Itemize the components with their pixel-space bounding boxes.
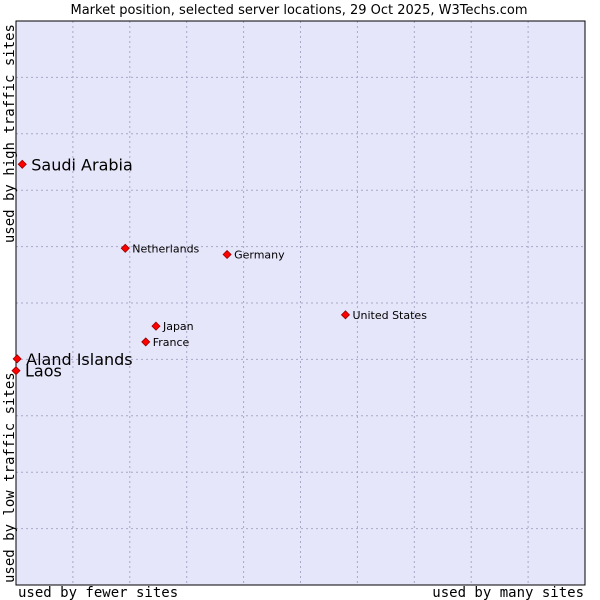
point-marker xyxy=(151,321,161,331)
point-label: Netherlands xyxy=(132,242,199,255)
x-axis-label-right: used by many sites xyxy=(432,585,584,600)
point-label: Aland Islands xyxy=(26,350,133,369)
point-marker xyxy=(141,337,151,347)
point-marker xyxy=(120,243,130,253)
data-points: Saudi Arabia Netherlands Germany United Sta… xyxy=(11,155,427,381)
chart-title: Market position, selected server locatio… xyxy=(70,3,527,18)
point-label: Saudi Arabia xyxy=(31,155,133,174)
point-saudi-arabia: Saudi Arabia xyxy=(17,155,133,174)
point-japan: Japan xyxy=(151,320,194,333)
point-germany: Germany xyxy=(222,248,285,261)
point-netherlands: Netherlands xyxy=(120,242,200,255)
point-laos: Laos xyxy=(11,362,62,381)
grid-lines xyxy=(16,21,585,585)
point-marker xyxy=(222,249,232,260)
point-marker xyxy=(12,354,22,364)
plot-border xyxy=(15,20,586,586)
x-axis-label-left: used by fewer sites xyxy=(18,585,178,600)
y-axis-label-top: used by high traffic sites xyxy=(2,24,18,243)
point-united-states: United States xyxy=(340,309,427,322)
point-marker xyxy=(17,159,27,169)
y-axis-label-bottom: used by low traffic sites xyxy=(2,372,18,583)
point-label: Laos xyxy=(25,362,62,381)
point-marker xyxy=(11,366,21,376)
point-marker xyxy=(340,310,351,320)
point-label: Germany xyxy=(234,248,285,261)
point-label: France xyxy=(153,336,190,349)
point-aland-islands: Aland Islands xyxy=(12,350,133,369)
point-label: Japan xyxy=(162,320,194,333)
point-label: United States xyxy=(352,309,427,322)
point-france: France xyxy=(141,336,190,349)
